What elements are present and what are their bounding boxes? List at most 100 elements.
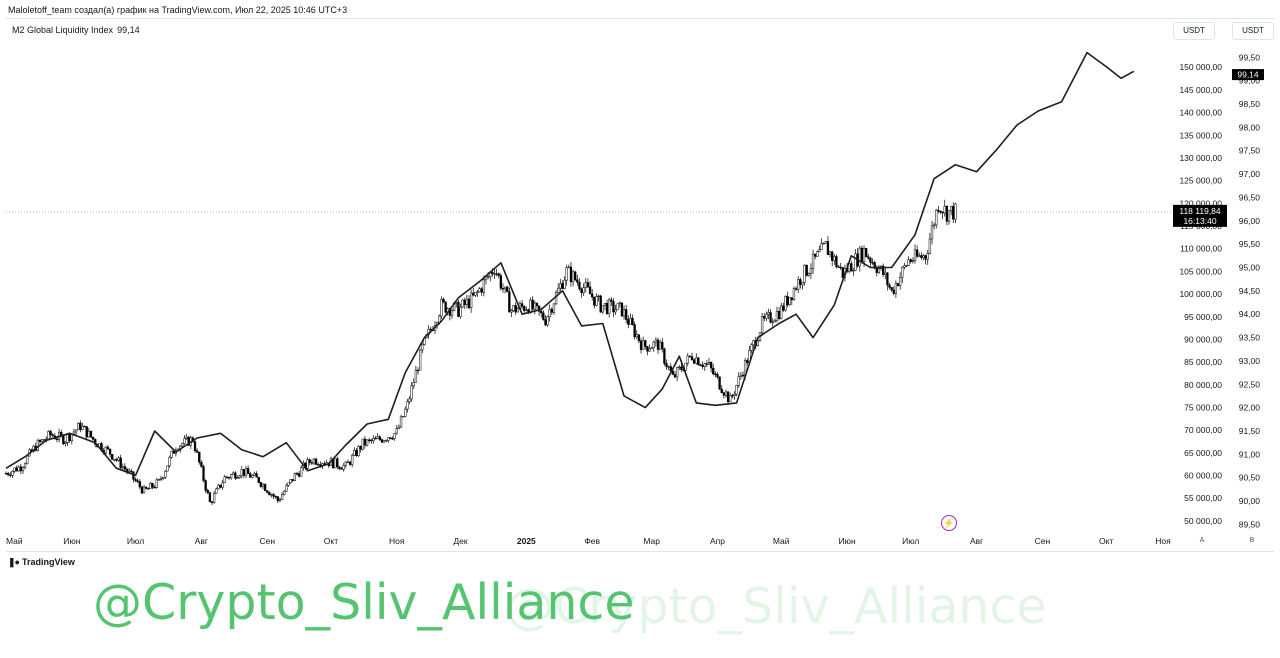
price-candle bbox=[605, 303, 609, 315]
x-tick-label: 2025 bbox=[517, 536, 536, 546]
price-candle bbox=[389, 437, 392, 439]
price-candle bbox=[537, 305, 541, 312]
price-candle bbox=[6, 473, 10, 476]
price-candle bbox=[684, 362, 687, 371]
m2-axis-tick: 93,00 bbox=[1239, 356, 1261, 366]
price-candle bbox=[533, 302, 536, 310]
price-candle bbox=[104, 446, 107, 454]
price-candle bbox=[503, 286, 507, 290]
price-candle bbox=[236, 477, 239, 479]
x-tick-label: Окт bbox=[324, 536, 338, 546]
price-candle bbox=[690, 356, 694, 360]
price-candle bbox=[535, 302, 539, 307]
price-candle bbox=[937, 209, 940, 212]
price-candle bbox=[712, 367, 715, 375]
price-candle bbox=[147, 488, 150, 490]
price-candle bbox=[312, 458, 316, 464]
price-candle bbox=[419, 349, 422, 371]
price-candle bbox=[49, 431, 52, 436]
price-candle bbox=[750, 344, 753, 351]
price-candle bbox=[185, 436, 188, 439]
price-candle bbox=[741, 374, 745, 377]
price-candle bbox=[310, 462, 313, 464]
left-axis-unit-button[interactable]: USDT bbox=[1173, 22, 1215, 40]
m2-axis-tick: 92,00 bbox=[1239, 403, 1261, 413]
price-candle bbox=[943, 205, 946, 214]
price-candle bbox=[918, 255, 921, 257]
price-candle bbox=[234, 472, 237, 479]
price-candle bbox=[860, 247, 864, 263]
price-candle bbox=[841, 267, 844, 278]
price-candle bbox=[907, 259, 910, 266]
price-candle bbox=[300, 467, 303, 477]
x-tick-label: Сен bbox=[259, 536, 275, 546]
price-candle bbox=[801, 282, 804, 285]
price-axis-tick: 125 000,00 bbox=[1179, 176, 1222, 186]
price-candle bbox=[23, 463, 27, 468]
price-candle bbox=[38, 440, 42, 442]
price-candle bbox=[932, 224, 936, 227]
price-candle bbox=[193, 441, 197, 452]
price-candle bbox=[639, 340, 643, 350]
price-candle bbox=[769, 312, 772, 323]
x-tick-label: Авг bbox=[195, 536, 208, 546]
price-candle bbox=[703, 363, 706, 367]
price-candle bbox=[291, 479, 294, 481]
x-tick-label: Май bbox=[773, 536, 790, 546]
m2-axis-tick: 98,00 bbox=[1239, 122, 1261, 132]
tradingview-logo[interactable]: ❚● TradingView bbox=[8, 557, 75, 568]
auto-scale-button[interactable]: A bbox=[1199, 537, 1205, 544]
price-candle bbox=[709, 362, 713, 369]
x-tick-label: Авг bbox=[970, 536, 983, 546]
price-candle bbox=[714, 373, 717, 375]
price-candle bbox=[788, 297, 791, 306]
m2-axis-tick: 90,50 bbox=[1239, 473, 1261, 483]
price-candle bbox=[68, 434, 71, 442]
price-candle bbox=[215, 488, 218, 494]
m2-axis-tick: 89,50 bbox=[1239, 519, 1261, 529]
x-tick-label: Июн bbox=[63, 536, 80, 546]
price-candle bbox=[227, 477, 231, 479]
price-candle bbox=[735, 385, 738, 395]
price-candle bbox=[954, 203, 957, 220]
price-candle bbox=[501, 288, 505, 290]
price-candle bbox=[376, 436, 379, 439]
price-candle bbox=[138, 481, 141, 488]
price-candle bbox=[722, 392, 726, 396]
price-candle bbox=[444, 301, 447, 313]
price-candle bbox=[523, 306, 526, 311]
price-candle bbox=[697, 357, 700, 366]
price-candle bbox=[701, 364, 704, 367]
indicator-legend[interactable]: M2 Global Liquidity Index 99,14 bbox=[12, 25, 140, 35]
price-candle bbox=[145, 486, 148, 489]
price-candle bbox=[544, 319, 547, 326]
price-candle bbox=[297, 473, 301, 477]
price-candle bbox=[909, 259, 912, 262]
price-candle bbox=[686, 355, 689, 364]
x-tick-label: Июн bbox=[838, 536, 855, 546]
price-axis-tick: 130 000,00 bbox=[1179, 153, 1222, 163]
price-candle bbox=[739, 374, 743, 377]
price-candle bbox=[629, 318, 632, 325]
price-candle bbox=[673, 374, 677, 378]
price-candle bbox=[232, 472, 235, 475]
price-candle bbox=[404, 408, 407, 417]
price-candle bbox=[153, 487, 156, 489]
price-candle bbox=[159, 478, 163, 480]
m2-axis-tick: 97,00 bbox=[1239, 169, 1261, 179]
price-axis-tick: 60 000,00 bbox=[1184, 471, 1222, 481]
price-candle bbox=[675, 367, 679, 378]
price-candle bbox=[635, 334, 638, 338]
price-candle bbox=[295, 473, 299, 475]
price-candle bbox=[557, 287, 560, 293]
price-candle bbox=[106, 446, 110, 450]
lightning-icon[interactable]: ⚡ bbox=[941, 515, 957, 531]
tradingview-brand: TradingView bbox=[21, 557, 75, 567]
price-candle bbox=[257, 476, 260, 483]
price-candle bbox=[280, 494, 284, 500]
log-scale-button[interactable]: B bbox=[1249, 537, 1255, 544]
price-candle bbox=[121, 466, 124, 469]
right-axis-unit-button[interactable]: USDT bbox=[1232, 22, 1274, 40]
price-candle bbox=[901, 266, 904, 278]
